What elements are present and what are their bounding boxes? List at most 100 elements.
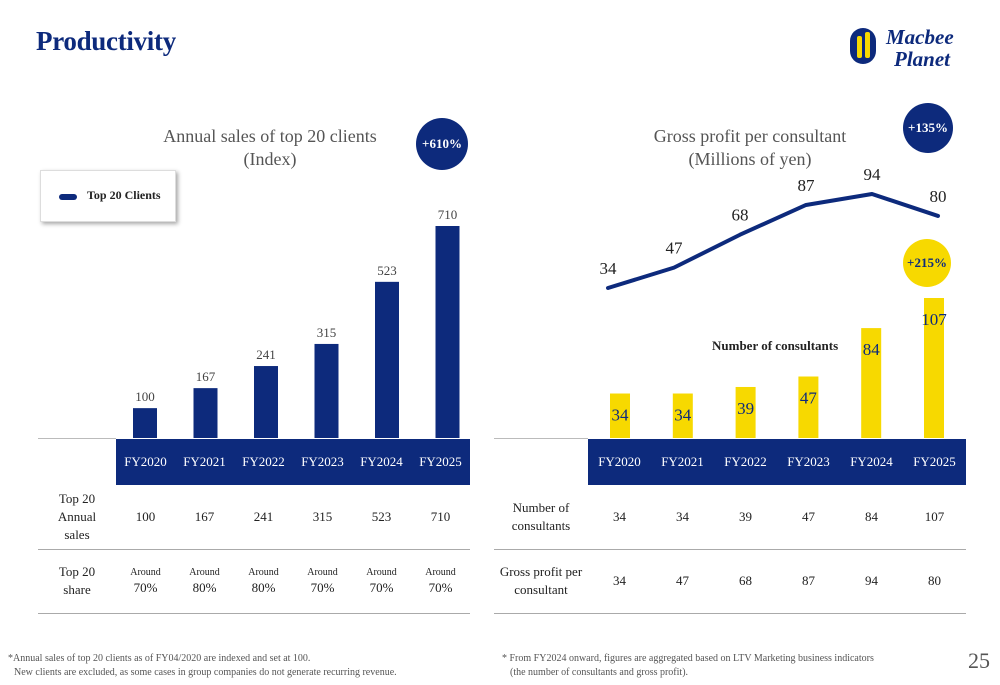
left-table-header: FY2023 <box>293 438 352 485</box>
consultants-bar-value-label: 34 <box>674 406 692 425</box>
right-table-header: FY2024 <box>840 438 903 485</box>
logo-line1: Macbee <box>885 25 954 49</box>
page-number: 25 <box>968 648 990 673</box>
right-chart-title: Gross profit per consultant (Millions of… <box>630 125 870 171</box>
left-growth-badge: +610% <box>416 118 468 170</box>
left-bar-chart: 100 167 241 315 523 710 <box>133 207 460 438</box>
legend-swatch <box>59 194 77 200</box>
right-chart-title-line1: Gross profit per consultant <box>653 126 847 146</box>
left-data-table: FY2020 FY2021 FY2022 FY2023 FY2024 FY202… <box>38 438 470 614</box>
table-cell: Around 70% <box>116 549 175 614</box>
left-bar-value-label: 710 <box>438 207 458 222</box>
table-cell: 94 <box>840 549 903 614</box>
left-footnote-line1: *Annual sales of top 20 clients as of FY… <box>8 653 311 664</box>
consultants-bar-value-label: 107 <box>921 310 947 329</box>
left-chart-title-line1: Annual sales of top 20 clients <box>163 126 377 146</box>
left-bar <box>193 388 218 438</box>
gross-profit-value-label: 34 <box>600 259 618 278</box>
table-cell: Around 70% <box>352 549 411 614</box>
gross-profit-value-label: 68 <box>732 206 749 225</box>
row-label-top20-sales: Top 20 Annual sales <box>38 485 116 550</box>
consultants-bar <box>798 376 819 438</box>
table-row: Top 20 share Around 70% Around 80% Around 80… <box>38 549 470 614</box>
table-cell: 34 <box>588 549 651 614</box>
right-table-corner <box>494 438 588 485</box>
consultants-bar-value-label: 34 <box>612 406 630 425</box>
consultants-bar <box>861 328 882 438</box>
logo-mark-icon <box>850 28 876 64</box>
gross-profit-value-label: 94 <box>864 165 882 184</box>
left-bar-value-label: 167 <box>196 369 216 384</box>
right-table-header: FY2023 <box>777 438 840 485</box>
table-cell: 34 <box>588 485 651 550</box>
table-cell: 84 <box>840 485 903 550</box>
right-data-table: FY2020 FY2021 FY2022 FY2023 FY2024 FY202… <box>494 438 966 614</box>
table-cell: 107 <box>903 485 966 550</box>
table-cell: 34 <box>651 485 714 550</box>
row-label-top20-share: Top 20 share <box>38 549 116 614</box>
consultants-series-label: Number of consultants <box>712 338 839 353</box>
consultants-bar-value-label: 47 <box>800 389 818 408</box>
table-row: Top 20 Annual sales 100 167 241 315 523 71… <box>38 485 470 550</box>
left-bar <box>375 281 399 438</box>
table-cell: Around 80% <box>175 549 234 614</box>
legend-label: Top 20 Clients <box>87 188 161 202</box>
profit-growth-badge: +135% <box>903 103 953 153</box>
consultants-bar <box>924 298 944 438</box>
left-bar-value-label: 523 <box>377 263 397 278</box>
left-bar-value-label: 315 <box>317 325 337 340</box>
right-footnote-line1: * From FY2024 onward, figures are aggreg… <box>502 653 874 664</box>
table-cell: Around 80% <box>234 549 293 614</box>
logo-line2: Planet <box>893 47 951 71</box>
consultants-bar-value-label: 39 <box>737 399 754 418</box>
table-cell: 87 <box>777 549 840 614</box>
table-row: Gross profit per consultant 34 47 68 87 9… <box>494 549 966 614</box>
left-table-header: FY2020 <box>116 438 175 485</box>
left-table-header-row: FY2020 FY2021 FY2022 FY2023 FY2024 FY202… <box>38 438 470 485</box>
consultants-bar <box>735 386 756 438</box>
left-bar <box>254 366 278 438</box>
table-cell: 167 <box>175 485 234 550</box>
table-cell: Around 70% <box>293 549 352 614</box>
legend: Top 20 Clients <box>40 170 176 222</box>
left-table-header: FY2025 <box>411 438 470 485</box>
row-label-gross-profit: Gross profit per consultant <box>494 549 588 614</box>
left-bar <box>133 408 157 438</box>
left-footnote-line2: New clients are excluded, as some cases … <box>14 667 397 678</box>
table-cell: 315 <box>293 485 352 550</box>
right-chart-title-line2: (Millions of yen) <box>688 149 812 169</box>
table-cell: Around 70% <box>411 549 470 614</box>
right-table-header: FY2025 <box>903 438 966 485</box>
right-footnote-line2: (the number of consultants and gross pro… <box>510 667 689 678</box>
row-label-consultants: Number of consultants <box>494 485 588 550</box>
table-cell: 710 <box>411 485 470 550</box>
table-cell: 241 <box>234 485 293 550</box>
company-logo: Macbee Planet <box>850 25 954 71</box>
gross-profit-value-label: 80 <box>930 187 947 206</box>
consultants-bar-value-label: 84 <box>863 340 881 359</box>
right-footnote: * From FY2024 onward, figures are aggreg… <box>502 652 874 680</box>
left-table-corner <box>38 438 116 485</box>
left-chart-title-line2: (Index) <box>243 149 297 169</box>
left-bar-value-label: 241 <box>256 347 276 362</box>
gross-profit-line <box>606 192 940 290</box>
consultants-bar <box>672 393 693 438</box>
table-cell: 80 <box>903 549 966 614</box>
left-chart-title: Annual sales of top 20 clients (Index) <box>140 125 400 171</box>
gross-profit-value-label: 87 <box>798 176 816 195</box>
right-table-header: FY2022 <box>714 438 777 485</box>
right-table-header: FY2020 <box>588 438 651 485</box>
page-title: Productivity <box>36 26 176 56</box>
right-table-header-row: FY2020 FY2021 FY2022 FY2023 FY2024 FY202… <box>494 438 966 485</box>
consultants-growth-badge: +215% <box>903 239 951 287</box>
consultants-bar <box>610 393 630 438</box>
gross-profit-value-label: 47 <box>666 239 684 258</box>
table-cell: 47 <box>777 485 840 550</box>
right-table-header: FY2021 <box>651 438 714 485</box>
table-cell: 523 <box>352 485 411 550</box>
table-cell: 39 <box>714 485 777 550</box>
table-cell: 68 <box>714 549 777 614</box>
left-table-header: FY2022 <box>234 438 293 485</box>
table-row: Number of consultants 34 34 39 47 84 107 <box>494 485 966 550</box>
left-bar-value-label: 100 <box>135 389 155 404</box>
